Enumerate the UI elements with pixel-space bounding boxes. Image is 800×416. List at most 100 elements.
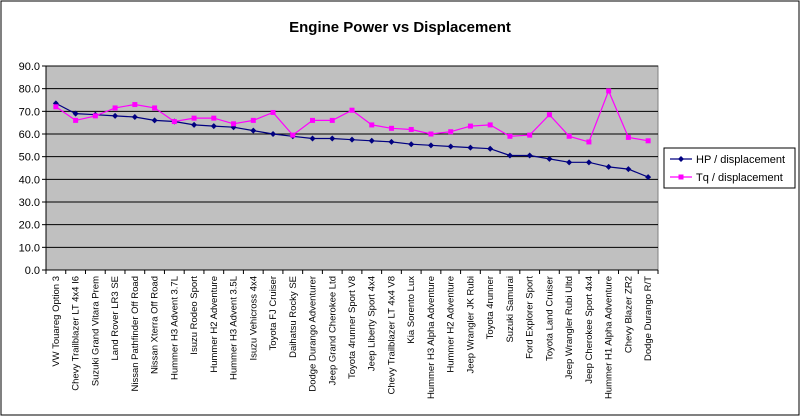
x-tick-label: Hummer H3 Alpha Adventure bbox=[426, 276, 437, 399]
x-tick-label: Isuzu Vehicross 4x4 bbox=[248, 276, 259, 361]
x-tick-label: Hummer H3 Advent 3.5L bbox=[229, 276, 240, 380]
data-point-hp bbox=[309, 135, 316, 142]
data-point-hp bbox=[625, 166, 632, 173]
data-point-tq bbox=[53, 104, 59, 110]
data-point-tq bbox=[527, 132, 533, 138]
data-point-tq bbox=[487, 122, 493, 128]
y-tick-label: 50.0 bbox=[19, 152, 40, 164]
y-tick-label: 10.0 bbox=[19, 242, 40, 254]
x-tick-label: Jeep Liberty Sport 4x4 bbox=[367, 276, 378, 371]
data-point-hp bbox=[506, 152, 513, 159]
x-tick-label: Hummer H1 Alpha Adventure bbox=[604, 276, 615, 399]
data-point-tq bbox=[92, 113, 98, 119]
data-point-tq bbox=[428, 131, 434, 137]
data-point-hp bbox=[210, 123, 217, 130]
data-point-hp bbox=[151, 117, 158, 124]
data-point-hp bbox=[645, 174, 652, 181]
x-tick-label: Isuzu Rodeo Sport bbox=[189, 276, 200, 355]
data-point-tq bbox=[388, 125, 394, 131]
data-point-hp bbox=[250, 127, 257, 134]
data-point-tq bbox=[310, 117, 316, 123]
x-tick-label: Dodge Durango Adventurer bbox=[308, 276, 319, 392]
x-tick-label: Kia Sorento Lux bbox=[406, 276, 417, 344]
data-point-tq bbox=[507, 133, 513, 139]
data-point-hp bbox=[72, 110, 79, 117]
data-point-hp bbox=[131, 114, 138, 120]
data-point-tq bbox=[211, 115, 217, 121]
data-point-hp bbox=[270, 131, 277, 137]
legend-marker-tq bbox=[678, 174, 684, 180]
data-point-tq bbox=[606, 88, 612, 94]
data-point-tq bbox=[408, 126, 414, 132]
y-tick-label: 60.0 bbox=[19, 129, 40, 141]
x-axis-ticks: VW Touareg Option 3 Chevy Trailblazer LT … bbox=[51, 276, 654, 399]
legend-label-hp: HP / displacement bbox=[696, 154, 785, 166]
x-tick-label: Jeep Grand Cherokee Ltd bbox=[327, 276, 338, 385]
x-tick-label: VW Touareg Option 3 bbox=[51, 276, 62, 367]
data-point-hp bbox=[447, 143, 454, 150]
data-point-tq bbox=[73, 117, 79, 123]
data-point-tq bbox=[586, 139, 592, 145]
data-point-hp bbox=[329, 135, 336, 142]
y-tick-label: 40.0 bbox=[19, 174, 40, 186]
x-tick-label: Toyota 4runner bbox=[485, 276, 496, 339]
data-point-tq bbox=[546, 112, 552, 118]
data-point-hp bbox=[526, 152, 533, 159]
x-tick-label: Toyota 4runner Sport V8 bbox=[347, 276, 358, 379]
data-point-hp bbox=[368, 137, 375, 144]
data-point-tq bbox=[112, 105, 118, 111]
legend-label-tq: Tq / displacement bbox=[696, 172, 783, 184]
x-tick-label: Suzuki Samurai bbox=[505, 276, 516, 343]
data-point-tq bbox=[467, 123, 473, 129]
data-point-tq bbox=[191, 115, 197, 121]
data-point-tq bbox=[250, 117, 256, 123]
series-layer bbox=[52, 88, 652, 181]
plot-area bbox=[45, 65, 659, 271]
x-tick-label: Nissan Xterra Off Road bbox=[150, 276, 161, 374]
gridlines bbox=[42, 65, 659, 274]
x-tick-label: Jeep Wrangler JK Rubi bbox=[465, 276, 476, 374]
data-point-tq bbox=[329, 117, 335, 123]
data-point-hp bbox=[388, 138, 395, 145]
x-tick-label: Suzuki Grand Vitara Prem bbox=[90, 276, 101, 386]
data-point-hp bbox=[427, 142, 434, 149]
legend-marker-hp bbox=[678, 156, 684, 162]
data-point-hp bbox=[112, 112, 119, 119]
x-tick-label: Ford Explorer Sport bbox=[525, 276, 536, 359]
data-point-tq bbox=[231, 121, 237, 127]
x-tick-label: Chevy Trailblazer LT 4x4 V8 bbox=[386, 276, 397, 394]
data-point-hp bbox=[191, 121, 198, 128]
y-tick-label: 70.0 bbox=[19, 106, 40, 118]
data-point-hp bbox=[546, 155, 553, 162]
x-tick-label: Hummer H2 Adventure bbox=[446, 276, 457, 373]
data-point-tq bbox=[645, 138, 651, 144]
x-tick-label: Hummer H3 Advent 3.7L bbox=[169, 276, 180, 380]
data-point-hp bbox=[487, 145, 494, 152]
x-tick-label: Land Rover LR3 SE bbox=[110, 276, 121, 361]
data-point-hp bbox=[585, 159, 592, 166]
data-point-hp bbox=[605, 163, 612, 170]
x-tick-label: Toyota Land Cruiser bbox=[544, 276, 555, 361]
chart-title: Engine Power vs Displacement bbox=[289, 19, 511, 36]
data-point-tq bbox=[349, 107, 355, 113]
x-tick-label: Chevy Blazer ZR2 bbox=[623, 276, 634, 353]
data-point-tq bbox=[132, 102, 138, 108]
data-point-tq bbox=[566, 133, 572, 139]
data-point-tq bbox=[152, 105, 158, 111]
data-point-tq bbox=[290, 132, 296, 138]
y-tick-label: 20.0 bbox=[19, 220, 40, 232]
x-tick-label: Nissan Pathfinder Off Road bbox=[130, 276, 141, 391]
data-point-hp bbox=[566, 159, 573, 166]
y-tick-label: 30.0 bbox=[19, 197, 40, 209]
data-point-tq bbox=[270, 109, 276, 115]
x-tick-label: Dodge Durango R/T bbox=[643, 276, 654, 361]
y-axis-ticks: 0.0 10.0 20.0 30.0 40.0 50.0 60.0 70.0 80.0 90.0 bbox=[19, 61, 40, 277]
x-tick-label: Jeep Cherokee Sport 4x4 bbox=[584, 276, 595, 384]
data-point-tq bbox=[171, 119, 177, 125]
data-point-tq bbox=[369, 122, 375, 128]
x-tick-label: Chevy Trailblazer LT 4x4 I6 bbox=[71, 276, 82, 391]
data-point-hp bbox=[408, 141, 415, 148]
y-tick-label: 0.0 bbox=[25, 265, 40, 277]
data-point-tq bbox=[448, 129, 454, 135]
